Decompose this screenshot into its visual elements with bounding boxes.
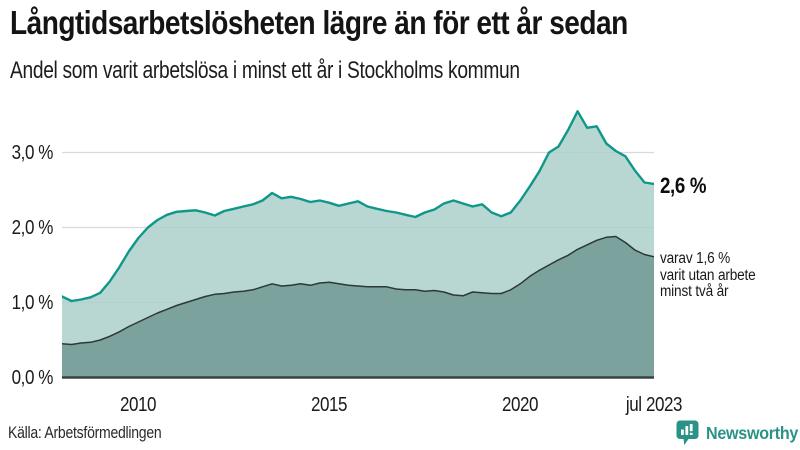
- chart-subtitle: Andel som varit arbetslösa i minst ett å…: [10, 57, 520, 84]
- y-tick-label: 1,0 %: [11, 291, 54, 314]
- annotation-two-year: varav 1,6 % varit utan arbete minst två …: [660, 250, 756, 301]
- x-tick-label: 2020: [502, 394, 539, 416]
- area-chart: [62, 110, 654, 379]
- y-tick-label: 2,0 %: [11, 216, 54, 239]
- annotation-latest-value: 2,6 %: [660, 173, 707, 198]
- y-tick-label: 0,0 %: [11, 366, 54, 389]
- plot-area: [62, 100, 654, 380]
- source-note: Källa: Arbetsförmedlingen: [8, 424, 162, 442]
- annotation-two-year-line: varav 1,6 %: [660, 250, 731, 267]
- x-tick-label: jul 2023: [625, 394, 683, 416]
- newsworthy-icon: [676, 420, 699, 445]
- y-tick-label: 3,0 %: [11, 141, 54, 164]
- chart-title: Långtidsarbetslösheten lägre än för ett …: [10, 4, 628, 41]
- annotation-two-year-line: minst två år: [660, 283, 729, 300]
- brand-name: Newsworthy: [706, 423, 799, 443]
- x-tick-label: 2010: [120, 394, 157, 416]
- brand-logo: Newsworthy: [676, 420, 800, 446]
- x-tick-label: 2015: [311, 394, 348, 416]
- annotation-two-year-line: varit utan arbete: [660, 266, 756, 284]
